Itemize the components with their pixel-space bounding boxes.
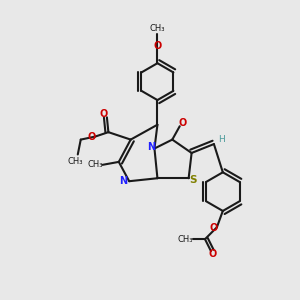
Text: CH₃: CH₃ bbox=[87, 160, 103, 169]
Text: CH₃: CH₃ bbox=[150, 24, 165, 33]
Text: CH₃: CH₃ bbox=[68, 158, 83, 166]
Text: O: O bbox=[99, 109, 107, 119]
Text: O: O bbox=[87, 132, 96, 142]
Text: O: O bbox=[153, 41, 162, 51]
Text: O: O bbox=[178, 118, 187, 128]
Text: N: N bbox=[147, 142, 155, 152]
Text: H: H bbox=[218, 135, 225, 144]
Text: S: S bbox=[189, 175, 197, 185]
Text: O: O bbox=[208, 249, 217, 259]
Text: CH₃: CH₃ bbox=[178, 235, 194, 244]
Text: N: N bbox=[119, 176, 127, 186]
Text: O: O bbox=[209, 223, 218, 233]
